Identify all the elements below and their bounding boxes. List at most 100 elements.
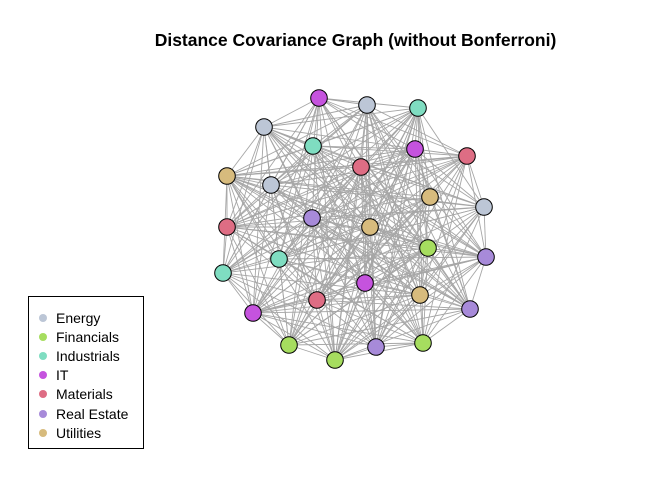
graph-edge xyxy=(226,206,485,228)
legend-item: Utilities xyxy=(29,423,101,442)
graph-edge xyxy=(417,107,471,310)
graph-edge xyxy=(469,256,487,310)
graph-edge xyxy=(360,166,424,344)
graph-edge xyxy=(222,272,336,361)
graph-edge xyxy=(334,226,371,361)
graph-edge xyxy=(278,258,318,301)
graph-edge xyxy=(278,155,468,260)
graph-edge xyxy=(414,148,421,296)
graph-edge xyxy=(312,145,468,157)
legend-label: Industrials xyxy=(56,347,120,364)
legend-label: Utilities xyxy=(56,424,102,441)
graph-edge xyxy=(422,206,485,344)
graph-edge xyxy=(422,256,487,344)
graph-node xyxy=(461,300,479,318)
graph-edge xyxy=(316,294,421,301)
graph-edge xyxy=(222,247,429,274)
graph-node xyxy=(421,188,439,206)
graph-edge xyxy=(369,226,424,344)
graph-edge xyxy=(417,107,431,198)
graph-edge xyxy=(252,299,318,314)
graph-edge xyxy=(364,282,421,296)
graph-edge xyxy=(311,97,320,219)
graph-edge xyxy=(263,126,487,258)
graph-edge xyxy=(226,148,416,228)
graph-edge xyxy=(288,104,368,346)
graph-node xyxy=(262,176,280,194)
graph-node xyxy=(270,250,288,268)
graph-edge xyxy=(226,226,487,258)
graph-node xyxy=(308,291,326,309)
graph-edge xyxy=(466,155,485,208)
graph-edge xyxy=(222,272,377,348)
graph-edge xyxy=(369,226,471,310)
graph-node xyxy=(304,137,322,155)
legend-dot xyxy=(39,428,47,437)
graph-node xyxy=(303,209,321,227)
graph-edge xyxy=(369,226,429,249)
graph-edge xyxy=(270,184,429,249)
graph-edge xyxy=(226,184,272,228)
legend-label: Real Estate xyxy=(56,405,129,422)
graph-edge xyxy=(278,258,421,296)
graph-edge xyxy=(366,104,421,296)
graph-edge xyxy=(263,107,419,128)
graph-edge xyxy=(226,226,290,346)
legend: Energy Financials Industrials IT Materials Re… xyxy=(28,296,144,449)
graph-edge xyxy=(270,184,280,260)
graph-edge xyxy=(422,155,468,344)
legend-label: Energy xyxy=(56,309,101,326)
graph-node xyxy=(458,147,476,165)
graph-edge xyxy=(414,148,485,208)
graph-edge xyxy=(226,175,431,198)
legend-item: Materials xyxy=(29,385,113,404)
graph-edge xyxy=(226,148,416,177)
graph-edge xyxy=(263,97,320,128)
graph-edge xyxy=(226,145,314,177)
legend-dot xyxy=(39,371,47,380)
graph-node xyxy=(367,338,385,356)
graph-edge xyxy=(226,196,431,228)
graph-edge xyxy=(318,97,468,157)
graph-edge xyxy=(375,294,421,348)
graph-edge xyxy=(360,166,485,208)
graph-edge xyxy=(375,256,487,348)
graph-edge xyxy=(312,145,416,150)
graph-edge xyxy=(252,247,429,314)
graph-edge xyxy=(375,247,429,348)
graph-edge xyxy=(252,312,377,348)
graph-node xyxy=(356,274,374,292)
graph-edge xyxy=(312,145,336,361)
graph-edge xyxy=(311,217,471,310)
graph-edge xyxy=(226,126,265,177)
graph-node xyxy=(475,198,493,216)
graph-edge xyxy=(366,104,468,157)
graph-node xyxy=(406,140,424,158)
graph-edge xyxy=(288,308,471,346)
graph-edge xyxy=(417,107,429,249)
graph-edge xyxy=(311,155,468,219)
graph-edge xyxy=(222,272,421,296)
legend-dot xyxy=(39,409,47,418)
graph-edge xyxy=(316,299,471,310)
graph-edge xyxy=(316,299,336,361)
node-layer xyxy=(214,89,495,369)
graph-edge xyxy=(222,166,362,274)
graph-edge xyxy=(364,247,429,284)
graph-edge xyxy=(278,258,424,344)
graph-edge xyxy=(429,196,487,258)
graph-node xyxy=(218,218,236,236)
graph-edge xyxy=(252,312,424,344)
graph-node xyxy=(361,218,379,236)
graph-edge xyxy=(226,175,290,346)
graph-edge xyxy=(252,166,362,314)
legend-label: Financials xyxy=(56,328,120,345)
graph-edge xyxy=(278,258,290,346)
graph-edge xyxy=(270,148,416,186)
graph-edge xyxy=(278,196,431,260)
graph-edge xyxy=(288,247,429,346)
graph-edge xyxy=(369,226,377,348)
graph-edge xyxy=(270,184,318,301)
graph-edge xyxy=(312,145,366,284)
